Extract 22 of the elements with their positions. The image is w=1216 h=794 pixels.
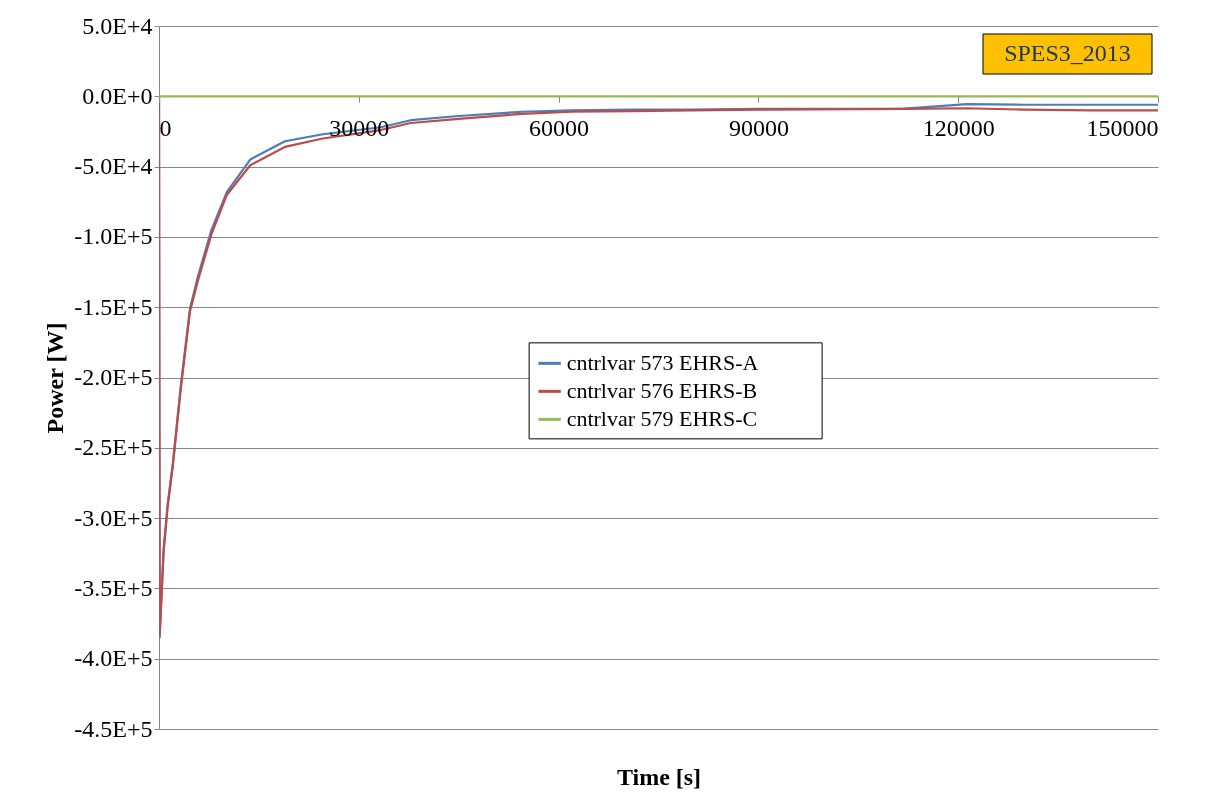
y-tick-label: -4.5E+5 — [74, 715, 153, 742]
x-tick-label: 0 — [159, 114, 172, 141]
y-tick-label: 0.0E+0 — [82, 82, 153, 109]
legend-label: cntrlvar 579 EHRS-C — [566, 406, 758, 432]
x-tick-label: 150000 — [1086, 114, 1159, 141]
x-tick-label: 90000 — [728, 114, 789, 141]
y-tick-label: -4.0E+5 — [74, 645, 153, 672]
y-tick-label: -3.5E+5 — [74, 574, 153, 601]
annotation: SPES3_2013 — [1004, 40, 1131, 66]
y-tick-label: -1.5E+5 — [74, 293, 153, 320]
legend-label: cntrlvar 576 EHRS-B — [566, 378, 758, 404]
y-tick-label: -2.5E+5 — [74, 434, 153, 461]
y-axis-title: Power [W] — [42, 322, 69, 434]
y-tick-label: -2.0E+5 — [74, 364, 153, 390]
legend-label: cntrlvar 573 EHRS-A — [566, 350, 759, 376]
y-tick-label: -3.0E+5 — [74, 504, 153, 531]
y-tick-label: -5.0E+4 — [74, 153, 153, 180]
x-axis-title: Time [s] — [616, 763, 702, 790]
x-tick-label: 60000 — [529, 114, 590, 141]
y-tick-label: 5.0E+4 — [82, 12, 153, 39]
y-tick-label: -1.0E+5 — [74, 223, 153, 250]
x-tick-label: 120000 — [922, 114, 995, 141]
